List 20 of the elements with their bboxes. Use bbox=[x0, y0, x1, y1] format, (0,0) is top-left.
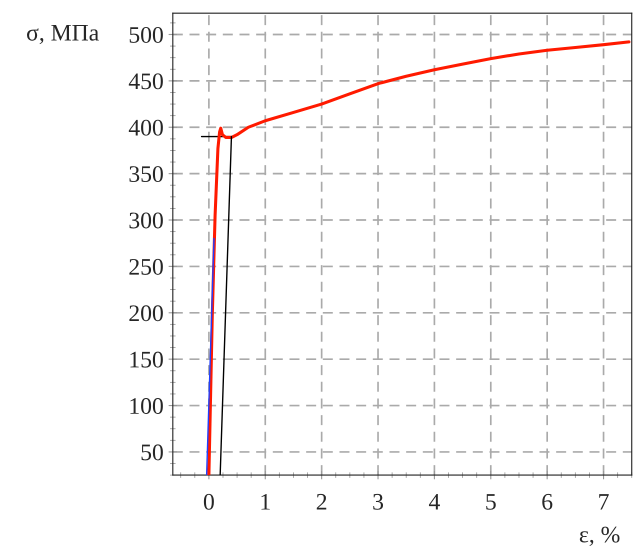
x-tick-label: 6 bbox=[542, 494, 552, 510]
x-tick-label: 3 bbox=[373, 494, 384, 510]
y-tick-label: 200 bbox=[129, 305, 163, 322]
x-tick-label: 4 bbox=[428, 494, 440, 510]
y-tick-label: 500 bbox=[130, 26, 163, 43]
y-tick-label: 300 bbox=[129, 212, 163, 228]
y-tick-label: 50 bbox=[142, 444, 163, 460]
y-tick-label: 100 bbox=[130, 398, 163, 414]
y-tick-label: 250 bbox=[129, 258, 163, 275]
x-axis-title: ε, % bbox=[580, 526, 620, 546]
x-tick-label: 7 bbox=[599, 494, 609, 510]
y-tick-label: 350 bbox=[129, 166, 163, 182]
y-axis-title: σ, МПа bbox=[27, 25, 99, 44]
y-tick-label: 150 bbox=[130, 352, 163, 368]
x-tick-label: 2 bbox=[316, 494, 326, 510]
y-tick-label: 450 bbox=[128, 73, 163, 90]
x-tick-label: 1 bbox=[261, 494, 270, 510]
x-tick-label: 0 bbox=[204, 494, 214, 510]
y-tick-label: 400 bbox=[128, 120, 163, 136]
x-tick-label: 5 bbox=[486, 494, 496, 510]
